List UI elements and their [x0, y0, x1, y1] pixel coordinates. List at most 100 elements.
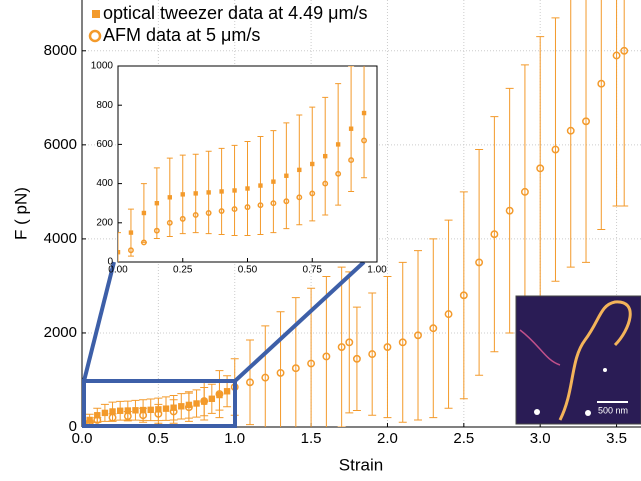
y-tick-label: 2000: [44, 324, 77, 341]
point: [536, 164, 545, 173]
point: [86, 416, 93, 424]
point: [475, 258, 484, 267]
error-bar: [475, 149, 484, 376]
error-bar: [337, 266, 346, 427]
point: [94, 412, 101, 419]
point: [205, 210, 212, 216]
point: [180, 192, 185, 197]
point: [139, 411, 148, 420]
point: [612, 51, 621, 60]
y-tick-label: 0: [69, 418, 77, 435]
point: [505, 206, 514, 215]
x-tick-label: 1.5: [301, 430, 322, 447]
point: [166, 219, 173, 226]
y-tick-label: 400: [96, 178, 113, 189]
error-bar: [322, 276, 331, 427]
point: [291, 364, 300, 373]
point: [297, 167, 302, 173]
point: [167, 195, 172, 200]
plot-area: [118, 66, 368, 262]
point: [337, 343, 346, 352]
point: [93, 415, 102, 424]
error-bar: [352, 306, 361, 412]
error-bar: [169, 399, 178, 424]
point: [215, 390, 224, 399]
point: [244, 204, 251, 211]
point: [276, 368, 285, 377]
point: [310, 161, 315, 167]
point: [352, 354, 361, 363]
x-tick-label: 0.5: [148, 430, 169, 447]
point: [307, 359, 316, 368]
point: [192, 212, 199, 218]
point: [128, 247, 134, 254]
legend-label: AFM data at 5 μm/s: [103, 25, 260, 45]
error-bar: [459, 191, 468, 400]
point: [414, 331, 422, 340]
error-bar: [184, 392, 193, 422]
y-tick-label: 800: [96, 100, 113, 111]
point: [335, 142, 341, 147]
error-bar: [261, 325, 270, 427]
point: [193, 191, 198, 196]
error-bar: [490, 116, 499, 353]
x-tick-label: 0.75: [303, 265, 323, 276]
error-bar: [154, 403, 163, 424]
error-bar: [414, 250, 423, 421]
point: [444, 310, 453, 319]
point: [118, 250, 121, 255]
point: [206, 190, 211, 195]
error-bar: [505, 87, 514, 334]
legend-label: optical tweezer data at 4.49 μm/s: [103, 3, 368, 23]
x-tick-label: 1.00: [367, 265, 387, 276]
point: [429, 324, 438, 333]
point: [178, 403, 185, 410]
point: [323, 153, 328, 159]
error-bar: [276, 311, 285, 427]
point: [257, 202, 264, 209]
point: [128, 230, 134, 235]
point: [154, 409, 163, 418]
error-bar: [215, 370, 224, 419]
point: [153, 227, 160, 234]
point: [345, 338, 354, 347]
y-tick-label: 6000: [44, 136, 77, 153]
y-tick-label: 0: [107, 257, 113, 268]
error-bar: [444, 219, 453, 409]
x-tick-label: 0.50: [238, 265, 258, 276]
point: [322, 352, 331, 361]
point: [123, 412, 132, 421]
error-bar: [398, 261, 407, 423]
point: [184, 403, 193, 412]
y-axis-label: F ( pN): [11, 187, 30, 240]
point: [566, 126, 575, 135]
error-bar: [551, 17, 560, 282]
error-bar: [246, 339, 255, 426]
point: [218, 208, 225, 214]
error-bar: [597, 0, 606, 230]
error-bar: [582, 0, 591, 263]
point: [283, 198, 290, 205]
error-bar: [383, 276, 392, 419]
point: [459, 291, 468, 300]
point: [109, 408, 116, 415]
point: [219, 189, 224, 194]
x-tick-label: 2.5: [453, 430, 474, 447]
afm-image: 500 nm: [515, 295, 641, 425]
point: [132, 407, 139, 414]
point: [271, 179, 276, 184]
point: [179, 215, 186, 222]
point: [490, 230, 499, 239]
y-tick-label: 600: [96, 139, 113, 150]
point: [270, 200, 277, 207]
point: [162, 405, 170, 412]
x-tick-label: 0.0: [72, 430, 93, 447]
error-bar: [620, 0, 629, 207]
point: [296, 194, 303, 201]
error-bar: [118, 232, 121, 262]
point: [348, 157, 355, 164]
point: [322, 180, 329, 187]
x-tick-label: 3.5: [606, 430, 627, 447]
point: [108, 413, 117, 422]
